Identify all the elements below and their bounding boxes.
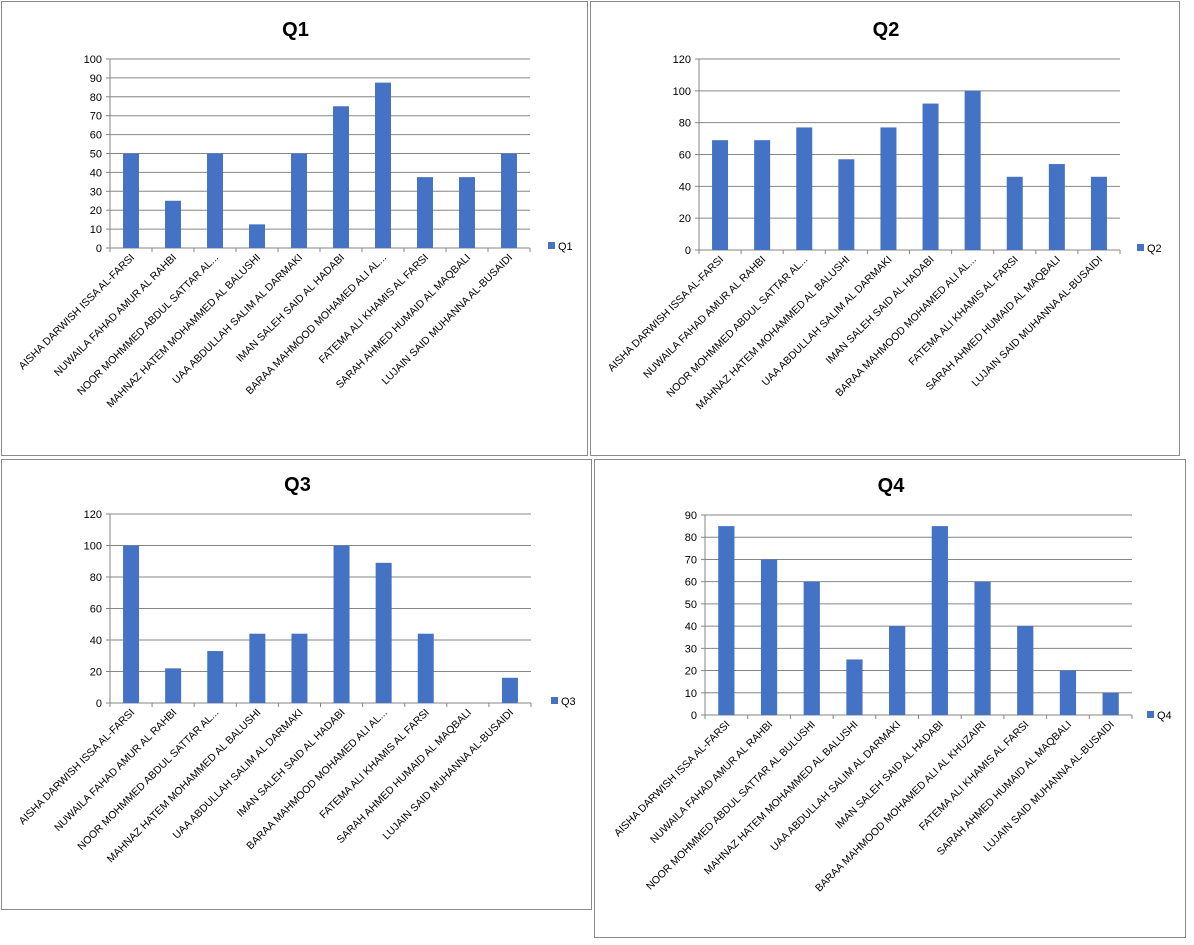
y-tick-label: 0	[96, 243, 102, 255]
y-tick-label: 90	[90, 73, 102, 85]
y-tick-label: 0	[685, 245, 691, 257]
bar-aisha-darwish-issa-al-farsi	[123, 545, 140, 703]
y-tick-label: 50	[90, 149, 102, 161]
y-tick-label: 90	[685, 510, 697, 522]
bar-uaa-abdullah-salim-al-darmaki	[291, 153, 307, 248]
bar-iman-saleh-said-al-hadabi	[333, 106, 349, 248]
y-tick-label: 20	[685, 666, 697, 678]
y-tick-label: 40	[90, 635, 102, 647]
legend-label: Q4	[1157, 710, 1172, 722]
y-tick-label: 40	[90, 167, 102, 179]
y-tick-label: 60	[90, 130, 102, 142]
bar-nuwaila-fahad-amur-al-rahbi	[760, 559, 778, 715]
bar-uaa-abdullah-salim-al-darmaki	[880, 127, 897, 250]
y-tick-label: 80	[90, 92, 102, 104]
category-label: MAHNAZ HATEM MOHAMMED AL BALUSHI	[702, 719, 861, 878]
chart-title: Q2	[873, 19, 900, 41]
y-tick-label: 100	[673, 86, 691, 98]
bar-uaa-abdullah-salim-al-darmaki	[889, 626, 906, 715]
bar-baraa-mahmood-mohamed-ali-al	[375, 562, 392, 703]
bar-baraa-mahmood-mohamed-ali-al	[375, 82, 391, 248]
legend-swatch	[551, 697, 558, 704]
category-label: MAHNAZ HATEM MOHAMMED AL BALUSHI	[105, 707, 264, 866]
bar-nuwaila-fahad-amur-al-rahbi	[165, 200, 181, 248]
y-tick-label: 120	[84, 509, 102, 521]
legend-swatch	[1147, 711, 1154, 718]
bar-nuwaila-fahad-amur-al-rahbi	[165, 668, 182, 703]
y-tick-label: 30	[90, 186, 102, 198]
bar-noor-mohmmed-abdul-sattar-al	[796, 127, 813, 250]
y-tick-label: 20	[90, 667, 102, 679]
chart-panel-q4: Q4 0 10 20 30 40 50 60 70 80 90 AISHA DARWISH ISSA …	[594, 459, 1186, 938]
bar-fatema-ali-khamis-al-farsi	[417, 177, 433, 248]
y-tick-label: 80	[90, 572, 102, 584]
bar-noor-mohmmed-abdul-sattar-al	[207, 651, 224, 703]
bar-mahnaz-hatem-mohammed-al-balushi	[846, 659, 863, 715]
y-tick-label: 100	[84, 54, 102, 66]
category-label: MAHNAZ HATEM MOHAMMED AL BALUSHI	[694, 254, 853, 413]
bar-lujain-said-muhanna-al-busaidi	[1102, 692, 1119, 715]
y-tick-label: 40	[685, 621, 697, 633]
y-tick-label: 60	[679, 150, 691, 162]
bar-lujain-said-muhanna-al-busaidi	[1090, 176, 1107, 250]
bar-mahnaz-hatem-mohammed-al-balushi	[838, 159, 855, 250]
y-tick-label: 60	[685, 577, 697, 589]
bar-lujain-said-muhanna-al-busaidi	[501, 153, 517, 248]
category-label: MAHNAZ HATEM MOHAMMED AL BALUSHI	[104, 252, 263, 411]
legend-swatch	[548, 242, 555, 249]
y-tick-label: 10	[685, 688, 697, 700]
bar-sarah-ahmed-humaid-al-maqbali	[1059, 670, 1077, 715]
bar-noor-mohmmed-abdul-sattar-al	[207, 153, 223, 248]
y-tick-label: 40	[679, 181, 691, 193]
bar-baraa-mahmood-mohamed-ali-al-khuzairi	[974, 581, 991, 715]
y-tick-label: 80	[679, 118, 691, 130]
y-tick-label: 10	[90, 224, 102, 236]
bar-fatema-ali-khamis-al-farsi	[1017, 626, 1034, 715]
y-tick-label: 0	[96, 698, 102, 710]
bar-nuwaila-fahad-amur-al-rahbi	[754, 140, 771, 250]
chart-title: Q3	[284, 474, 311, 496]
legend-swatch	[1137, 244, 1144, 251]
bar-aisha-darwish-issa-al-farsi	[123, 153, 139, 248]
y-tick-label: 0	[691, 710, 697, 722]
bar-sarah-ahmed-humaid-al-maqbali	[459, 177, 475, 248]
bar-iman-saleh-said-al-hadabi	[333, 545, 350, 703]
bar-mahnaz-hatem-mohammed-al-balushi	[249, 224, 265, 248]
category-label: NOOR MOHMMED ABDUL SATTAR AL BULUSHI	[644, 719, 818, 893]
y-tick-label: 50	[685, 599, 697, 611]
chart-panel-q3: Q3 0 20 40 60 80 100 120 AISHA DARWISH ISSA AL-F…	[1, 459, 592, 910]
y-tick-label: 30	[685, 643, 697, 655]
y-tick-label: 20	[90, 205, 102, 217]
bar-baraa-mahmood-mohamed-ali-al	[964, 90, 981, 250]
chart-title: Q1	[282, 19, 309, 41]
bar-iman-saleh-said-al-hadabi	[931, 526, 948, 715]
y-tick-label: 120	[673, 54, 691, 66]
bar-aisha-darwish-issa-al-farsi	[718, 526, 735, 715]
y-tick-label: 20	[679, 213, 691, 225]
y-tick-label: 100	[84, 541, 102, 553]
bar-lujain-said-muhanna-al-busaidi	[501, 677, 518, 703]
legend-label: Q2	[1147, 243, 1162, 255]
legend-label: Q1	[558, 241, 573, 253]
bar-mahnaz-hatem-mohammed-al-balushi	[249, 633, 266, 703]
bar-aisha-darwish-issa-al-farsi	[712, 140, 729, 250]
chart-panel-q2: Q2 0 20 40 60 80 100 120 AISHA DARWISH ISSA AL-F…	[590, 1, 1180, 456]
legend-label: Q3	[561, 696, 576, 708]
y-tick-label: 70	[90, 111, 102, 123]
chart-panel-q1: Q1 0 10 20 30 40 50 60 70 80 90 100 AISHA DARWISH IS…	[1, 1, 588, 456]
bar-fatema-ali-khamis-al-farsi	[417, 633, 434, 703]
bar-uaa-abdullah-salim-al-darmaki	[291, 633, 308, 703]
y-tick-label: 80	[685, 532, 697, 544]
y-tick-label: 70	[685, 554, 697, 566]
bar-sarah-ahmed-humaid-al-maqbali	[1048, 164, 1065, 250]
bar-noor-mohmmed-abdul-sattar-al-bulushi	[803, 581, 820, 715]
chart-title: Q4	[878, 475, 906, 497]
bar-fatema-ali-khamis-al-farsi	[1006, 176, 1023, 250]
y-tick-label: 60	[90, 604, 102, 616]
bar-iman-saleh-said-al-hadabi	[922, 103, 939, 250]
